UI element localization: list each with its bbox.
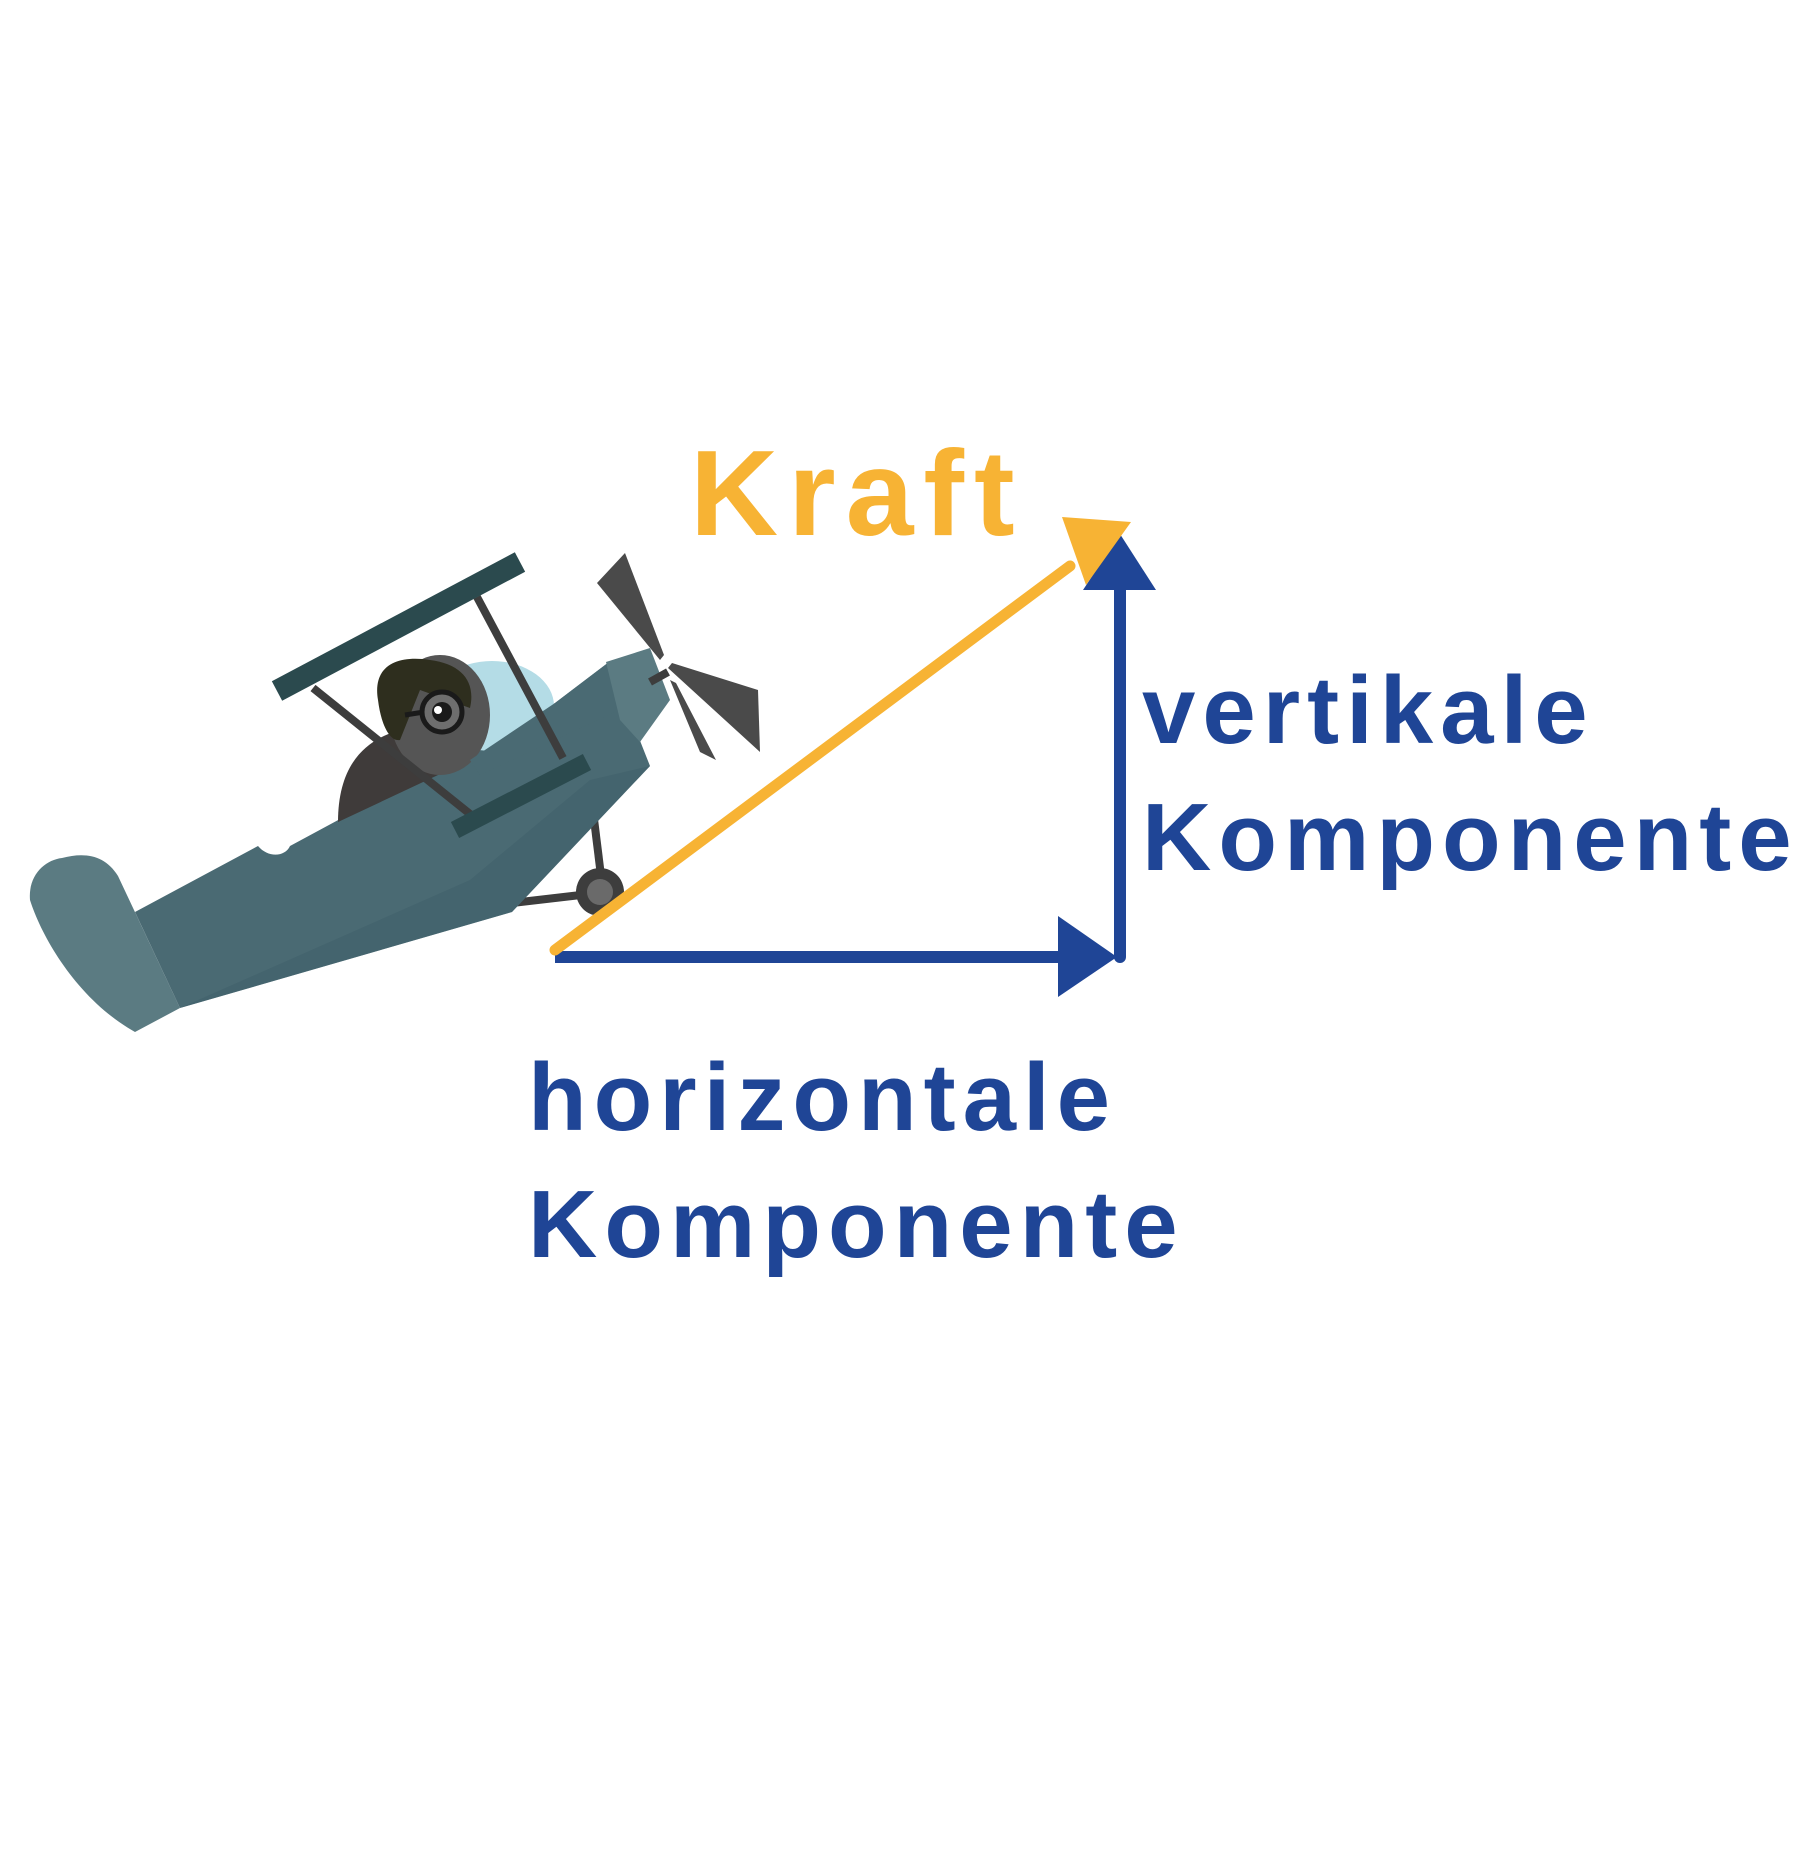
vertical-label-line2: Komponente: [1142, 783, 1799, 891]
horizontal-component-label: horizontale Komponente: [528, 1035, 1185, 1288]
vertical-label-line1: vertikale: [1142, 657, 1595, 764]
horizontal-label-line2: Komponente: [528, 1170, 1185, 1278]
biplane-illustration: [29, 552, 760, 1032]
top-wing: [271, 552, 526, 701]
pilot-icon: [377, 655, 490, 775]
horizontal-label-line1: horizontale: [528, 1044, 1118, 1151]
propeller-icon: [597, 553, 760, 760]
tail-fin: [29, 855, 180, 1032]
engine-cowling: [606, 648, 670, 742]
force-arrow: [549, 517, 1131, 956]
lower-wing: [450, 753, 592, 839]
force-label-text: Kraft: [690, 425, 1025, 561]
wing-struts: [310, 595, 567, 822]
vertical-component-label: vertikale Komponente: [1142, 648, 1799, 901]
vertical-component-arrow: [1083, 534, 1156, 963]
horizontal-component-arrow: [555, 916, 1117, 997]
force-label: Kraft: [690, 432, 1025, 554]
